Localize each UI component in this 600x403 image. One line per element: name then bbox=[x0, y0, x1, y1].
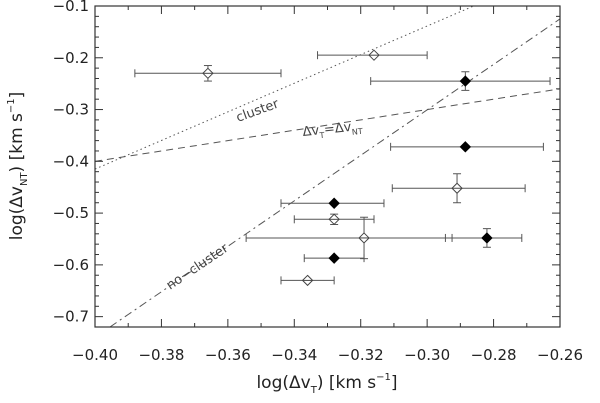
y-tick-label: −0.6 bbox=[53, 256, 89, 274]
filled-diamond-marker bbox=[459, 141, 472, 153]
filled-diamond-marker bbox=[328, 252, 340, 264]
y-tick-label: −0.7 bbox=[53, 308, 89, 326]
annotation-equality: ΔvT=ΔvNT bbox=[302, 119, 363, 142]
y-tick-label: −0.3 bbox=[53, 101, 89, 119]
x-axis-ticks: −0.40 −0.38 −0.36 −0.34 −0.32 −0.30 −0.28 −0.26 bbox=[72, 6, 583, 364]
filled-diamond-marker bbox=[328, 197, 340, 209]
filled-diamond-marker bbox=[481, 232, 493, 244]
ref-line-equality bbox=[95, 88, 560, 162]
annotation-no-cluster: no−cluster bbox=[164, 241, 232, 294]
y-tick-label: −0.5 bbox=[53, 204, 89, 222]
y-axis-ticks: −0.7 −0.6 −0.5 −0.4 −0.3 −0.2 −0.1 bbox=[53, 0, 560, 328]
y-tick-label: −0.1 bbox=[53, 0, 89, 15]
ref-line-no-cluster bbox=[109, 18, 560, 327]
x-tick-label: −0.30 bbox=[404, 346, 450, 364]
ref-line-cluster bbox=[95, 6, 474, 170]
x-tick-label: −0.36 bbox=[205, 346, 251, 364]
x-tick-label: −0.32 bbox=[338, 346, 384, 364]
plot-frame bbox=[94, 5, 561, 328]
y-axis-title: log(ΔvNT) [km s−1] bbox=[6, 92, 30, 241]
x-tick-label: −0.26 bbox=[537, 346, 583, 364]
error-bars bbox=[134, 51, 551, 285]
filled-diamond-marker bbox=[459, 75, 472, 87]
x-tick-label: −0.40 bbox=[72, 346, 118, 364]
annotation-cluster: cluster bbox=[234, 96, 281, 125]
x-tick-label: −0.28 bbox=[471, 346, 517, 364]
y-tick-label: −0.4 bbox=[53, 152, 89, 170]
reference-lines bbox=[95, 6, 560, 327]
data-markers bbox=[202, 49, 493, 287]
x-axis-title: log(ΔvT) [km s−1] bbox=[256, 372, 397, 396]
x-tick-label: −0.34 bbox=[271, 346, 317, 364]
y-tick-label: −0.2 bbox=[53, 49, 89, 67]
x-tick-label: −0.38 bbox=[138, 346, 184, 364]
